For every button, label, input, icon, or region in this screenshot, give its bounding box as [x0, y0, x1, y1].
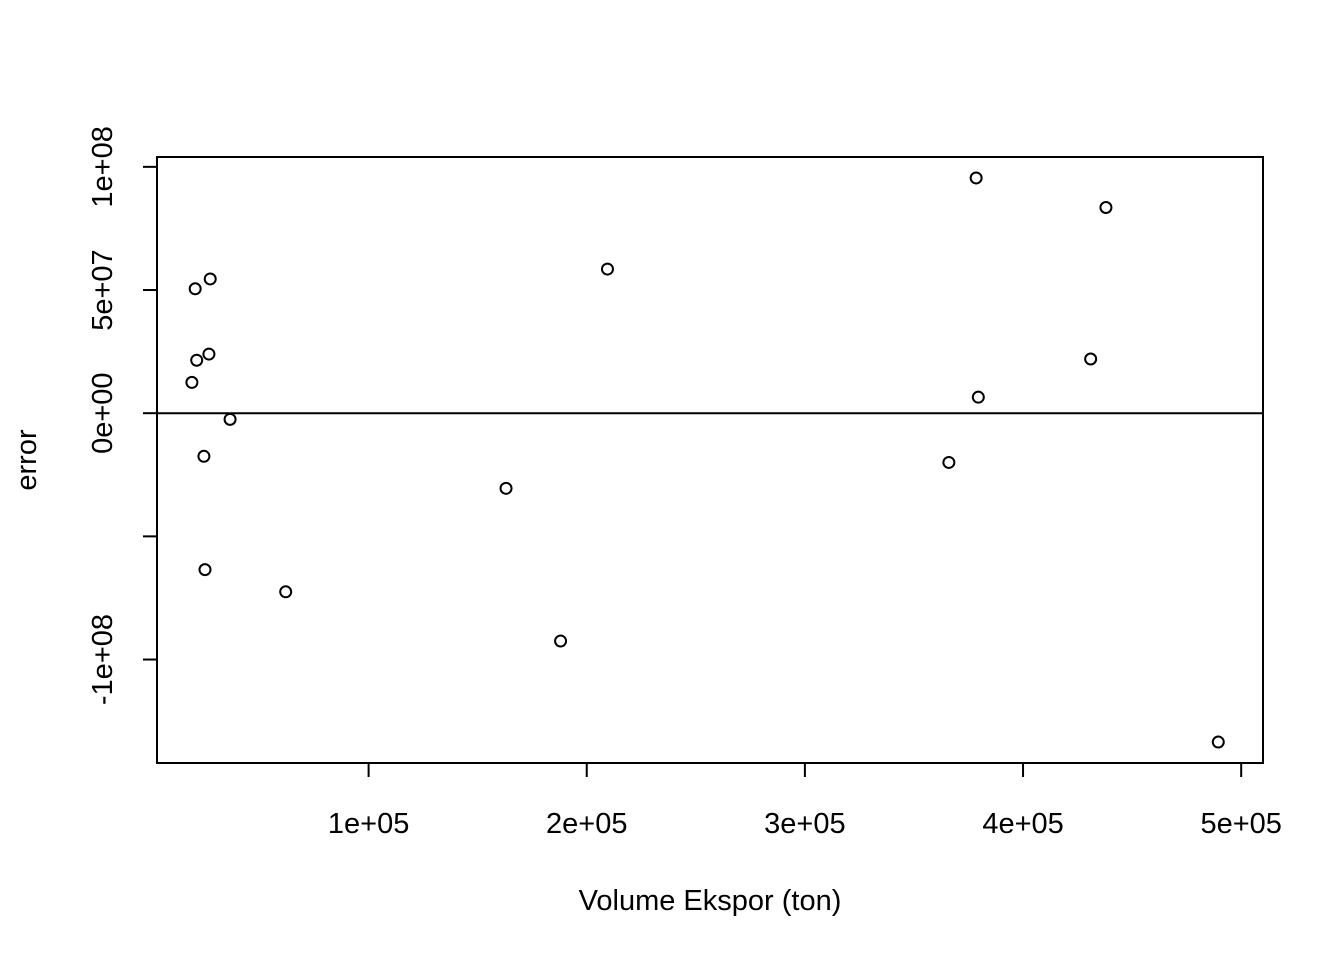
- plot-frame: [156, 156, 1264, 764]
- y-tick-label: 0e+00: [87, 372, 119, 453]
- data-point: [969, 171, 983, 185]
- data-point: [600, 262, 614, 276]
- data-point: [1099, 201, 1113, 214]
- data-point: [198, 563, 212, 577]
- data-point: [554, 634, 568, 648]
- x-tick-label: 4e+05: [982, 808, 1063, 840]
- x-tick-label: 5e+05: [1200, 808, 1281, 840]
- data-point: [197, 449, 211, 463]
- data-point: [223, 412, 237, 426]
- x-axis-label: Volume Ekspor (ton): [579, 885, 842, 917]
- y-axis: -1e+08 0e+00 5e+07 1e+08: [87, 126, 157, 705]
- data-point: [942, 455, 956, 469]
- data-point: [190, 353, 204, 367]
- data-points: [185, 171, 1225, 749]
- data-point: [1084, 352, 1098, 366]
- data-point: [499, 481, 513, 495]
- data-point: [971, 390, 985, 404]
- y-axis-label: error: [11, 429, 43, 491]
- x-tick-label: 1e+05: [328, 808, 409, 840]
- y-tick-label: 5e+07: [87, 249, 119, 330]
- y-tick-label: -1e+08: [87, 614, 119, 705]
- data-point: [279, 585, 293, 599]
- data-point: [185, 375, 199, 389]
- y-tick-label: 1e+08: [87, 126, 119, 207]
- x-tick-label: 3e+05: [764, 808, 845, 840]
- x-tick-label: 2e+05: [546, 808, 627, 840]
- data-point: [202, 347, 216, 361]
- data-point: [203, 272, 217, 286]
- data-point: [188, 282, 202, 296]
- data-point: [1211, 735, 1225, 749]
- x-axis: 1e+05 2e+05 3e+05 4e+05 5e+05: [328, 763, 1282, 840]
